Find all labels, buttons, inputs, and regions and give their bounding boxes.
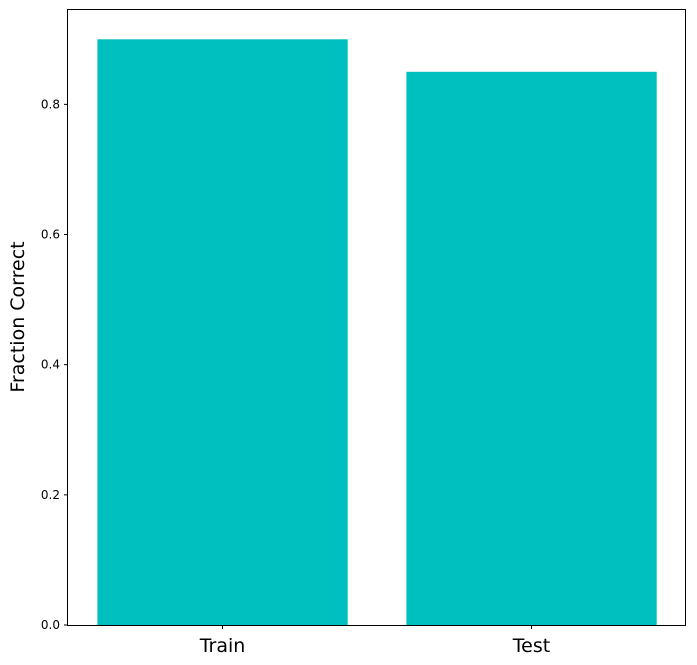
y-tick-label: 0.2 xyxy=(41,488,60,502)
y-tick-label: 0.4 xyxy=(41,358,60,372)
bars-group xyxy=(97,39,657,626)
y-tick-label: 0.8 xyxy=(41,97,60,111)
y-tick-label: 0.6 xyxy=(41,228,60,242)
bar-test xyxy=(406,71,657,626)
x-axis-ticks: Train Test xyxy=(199,625,550,657)
y-axis-ticks: 0.0 0.2 0.4 0.6 0.8 xyxy=(41,97,68,632)
y-axis-title: Fraction Correct xyxy=(7,241,29,392)
x-tick-label-test: Test xyxy=(512,635,550,657)
bar-train xyxy=(97,39,348,626)
plot-frame xyxy=(67,9,686,626)
y-tick-label: 0.0 xyxy=(41,618,60,632)
x-tick-label-train: Train xyxy=(199,635,246,657)
